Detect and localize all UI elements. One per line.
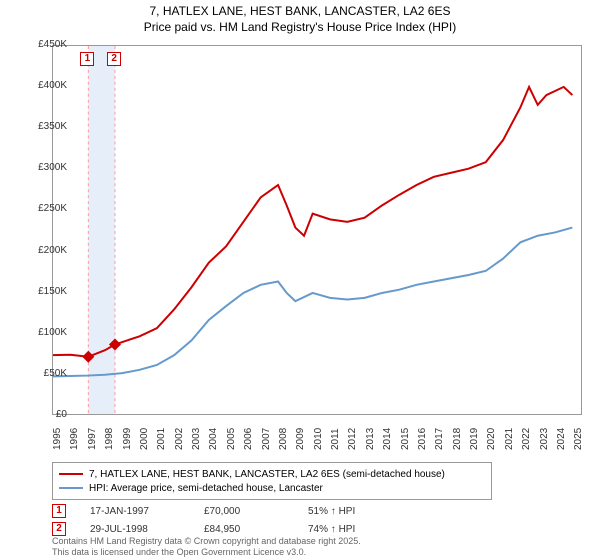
- y-tick-label: £100K: [17, 327, 67, 338]
- footer-attribution: Contains HM Land Registry data © Crown c…: [52, 536, 361, 558]
- x-tick-label: 2011: [330, 428, 341, 450]
- y-tick-label: £400K: [17, 80, 67, 91]
- x-tick-label: 1998: [104, 428, 115, 450]
- sale-price: £84,950: [204, 524, 284, 535]
- x-tick-label: 2003: [191, 428, 202, 450]
- chart-title-block: 7, HATLEX LANE, HEST BANK, LANCASTER, LA…: [0, 0, 600, 37]
- x-tick-label: 1997: [87, 428, 98, 450]
- legend-label: HPI: Average price, semi-detached house,…: [89, 483, 323, 494]
- legend-swatch: [59, 473, 83, 475]
- legend-swatch: [59, 487, 83, 489]
- y-tick-label: £300K: [17, 162, 67, 173]
- legend-label: 7, HATLEX LANE, HEST BANK, LANCASTER, LA…: [89, 469, 445, 480]
- sale-delta: 74% ↑ HPI: [308, 524, 355, 535]
- x-tick-label: 2025: [573, 428, 584, 450]
- x-tick-label: 1995: [52, 428, 63, 450]
- title-line-1: 7, HATLEX LANE, HEST BANK, LANCASTER, LA…: [0, 4, 600, 20]
- legend-item: 7, HATLEX LANE, HEST BANK, LANCASTER, LA…: [59, 467, 485, 481]
- title-line-2: Price paid vs. HM Land Registry's House …: [0, 20, 600, 36]
- y-tick-label: £200K: [17, 245, 67, 256]
- x-tick-label: 2012: [347, 428, 358, 450]
- y-tick-label: £50K: [17, 368, 67, 379]
- y-tick-label: £250K: [17, 203, 67, 214]
- footer-line-2: This data is licensed under the Open Gov…: [52, 547, 361, 558]
- x-tick-label: 2000: [139, 428, 150, 450]
- x-tick-label: 2016: [417, 428, 428, 450]
- x-tick-label: 2013: [365, 428, 376, 450]
- x-tick-label: 2001: [156, 428, 167, 450]
- sale-row-marker: 2: [52, 522, 66, 536]
- x-tick-label: 2020: [486, 428, 497, 450]
- x-tick-label: 2008: [278, 428, 289, 450]
- x-tick-label: 2004: [208, 428, 219, 450]
- sale-row: 2 29-JUL-1998 £84,950 74% ↑ HPI: [52, 520, 355, 538]
- x-tick-label: 2022: [521, 428, 532, 450]
- x-tick-label: 2002: [174, 428, 185, 450]
- chart-plot-area: [52, 45, 582, 415]
- y-tick-label: £150K: [17, 286, 67, 297]
- legend-box: 7, HATLEX LANE, HEST BANK, LANCASTER, LA…: [52, 462, 492, 500]
- x-tick-label: 2010: [313, 428, 324, 450]
- x-tick-label: 1999: [122, 428, 133, 450]
- x-tick-label: 2019: [469, 428, 480, 450]
- x-tick-label: 2006: [243, 428, 254, 450]
- y-tick-label: £450K: [17, 39, 67, 50]
- chart-svg: [53, 46, 581, 414]
- sales-table: 1 17-JAN-1997 £70,000 51% ↑ HPI 2 29-JUL-1998…: [52, 502, 355, 538]
- x-tick-label: 2015: [400, 428, 411, 450]
- sale-delta: 51% ↑ HPI: [308, 506, 355, 517]
- x-tick-label: 1996: [69, 428, 80, 450]
- y-tick-label: £350K: [17, 121, 67, 132]
- x-tick-label: 2009: [295, 428, 306, 450]
- x-tick-label: 2018: [452, 428, 463, 450]
- sale-marker-1: 1: [80, 52, 94, 66]
- x-tick-label: 2014: [382, 428, 393, 450]
- x-tick-label: 2023: [539, 428, 550, 450]
- x-tick-label: 2007: [261, 428, 272, 450]
- sale-date: 17-JAN-1997: [90, 506, 180, 517]
- x-tick-label: 2024: [556, 428, 567, 450]
- y-tick-label: £0: [17, 409, 67, 420]
- sale-row-marker: 1: [52, 504, 66, 518]
- sale-marker-2: 2: [107, 52, 121, 66]
- x-tick-label: 2005: [226, 428, 237, 450]
- sale-row: 1 17-JAN-1997 £70,000 51% ↑ HPI: [52, 502, 355, 520]
- sale-price: £70,000: [204, 506, 284, 517]
- legend-item: HPI: Average price, semi-detached house,…: [59, 481, 485, 495]
- footer-line-1: Contains HM Land Registry data © Crown c…: [52, 536, 361, 547]
- x-tick-label: 2017: [434, 428, 445, 450]
- x-tick-label: 2021: [504, 428, 515, 450]
- sale-date: 29-JUL-1998: [90, 524, 180, 535]
